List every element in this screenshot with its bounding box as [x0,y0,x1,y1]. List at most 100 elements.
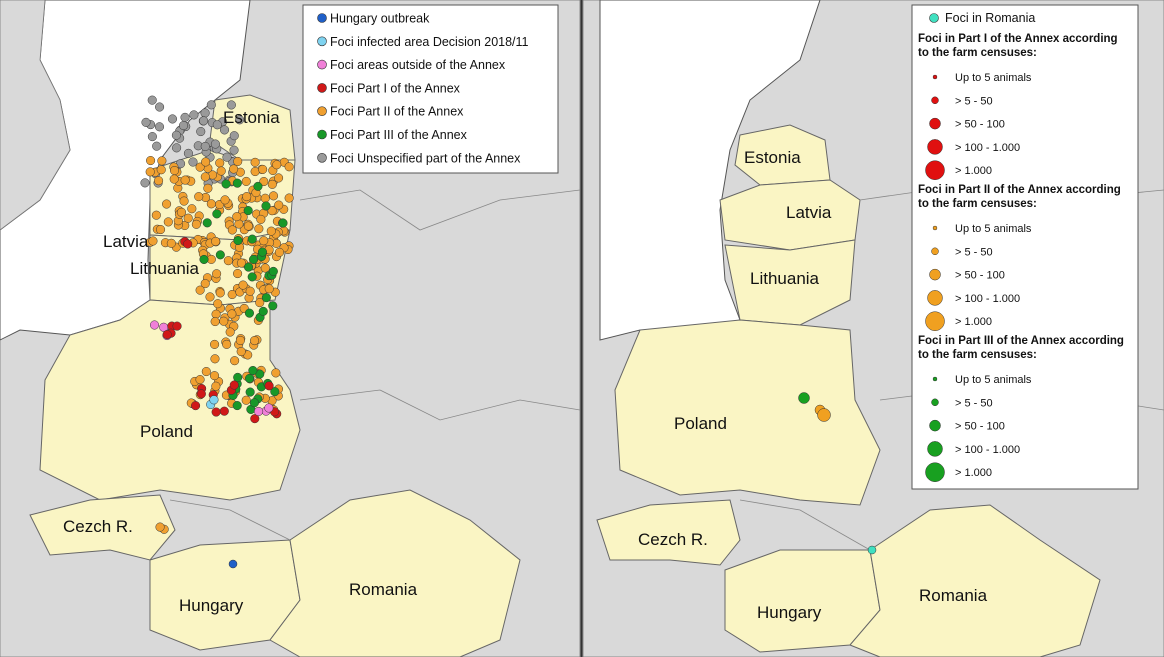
outbreak-dot [212,269,222,279]
outbreak-dot [145,167,155,177]
legend-heading-line: to the farm censuses: [918,198,1037,210]
outbreak-dot [162,330,172,340]
outbreak-dot [274,247,285,257]
outbreak-dot [226,100,236,110]
outbreak-dot [140,178,150,188]
legend-marker [932,376,938,382]
outbreak-dot [268,266,278,276]
outbreak-dot [200,108,210,118]
outbreak-dot [191,401,201,411]
legend-marker [925,311,945,331]
outbreak-dot [228,559,238,569]
legend-marker [929,268,941,281]
legend-marker [317,83,327,93]
outbreak-dot [258,306,268,316]
legend-marker [927,441,943,457]
outbreak-dot [199,254,209,265]
legend-label: > 1.000 [955,316,992,328]
outbreak-dot [235,335,245,346]
legend-marker [927,290,943,306]
outbreak-dot [254,406,264,417]
country [614,319,881,506]
outbreak-dot [199,116,209,126]
outbreak-dot [179,196,189,206]
outbreak-dot [222,152,232,162]
outbreak-dot [248,365,258,376]
outbreak-dot [257,247,268,257]
outbreak-dot [169,174,179,184]
country-label: Estonia [223,108,280,127]
outbreak-dot [162,199,172,209]
outbreak-dot [196,127,206,137]
outbreak-dot [259,177,269,187]
outbreak-dot [211,407,221,417]
outbreak-dot [212,209,222,219]
outbreak-dot [212,120,222,130]
outbreak-dot [163,217,173,227]
outbreak-dot [243,206,253,216]
outbreak-dot [241,176,251,186]
legend-heading-line: Foci in Part III of the Annex according [918,335,1124,347]
outbreak-dot [211,381,221,391]
legend-label: > 50 - 100 [955,119,1005,131]
outbreak-dot [267,179,277,189]
outbreak-dot [243,221,253,231]
legend-label: > 1.000 [955,165,992,177]
outbreak-dot [210,339,220,349]
outbreak-dot [254,224,264,234]
outbreak-dot [259,236,269,246]
outbreak-dot [284,162,294,172]
outbreak-dot [266,226,276,236]
legend-marker [929,117,941,130]
outbreak-dot [242,192,252,202]
left-map: Estonia Latvia Lithuania Poland Cezch R.… [0,0,581,657]
outbreak-dot [219,406,229,416]
outbreak-dot [264,284,274,294]
country-label: Lithuania [750,269,820,288]
country-label: Romania [349,580,418,599]
legend-marker [317,106,327,116]
outbreak-dot [272,160,282,170]
outbreak-dot [219,125,230,135]
legend-marker [317,59,327,70]
country [269,489,521,657]
outbreak-dot [233,156,243,166]
country [39,299,301,501]
legend-heading: Foci in Part III of the Annex according t… [918,335,1124,361]
sea [599,0,821,341]
legend-label: > 100 - 1.000 [955,293,1020,305]
outbreak-dot [229,131,239,141]
outbreak-dot [245,387,255,397]
outbreak-dot [232,212,242,222]
outbreak-dot [180,112,190,122]
country-label: Hungary [757,603,822,622]
outbreak-dot [261,201,271,211]
outbreak-dot [178,120,189,131]
outbreak-dot [268,191,279,201]
outbreak-dot [176,207,187,217]
outbreak-dot [189,110,199,120]
outbreak-dot [236,346,246,357]
legend-label: > 5 - 50 [955,397,993,409]
outbreak-dot [195,375,205,385]
outbreak-dot [222,339,232,349]
outbreak-dots [140,95,294,569]
legend-marker [317,153,327,163]
outbreak-dot [188,157,198,167]
country-label: Cezch R. [638,530,708,549]
outbreak-dot [232,178,242,188]
outbreak-dot [245,286,255,296]
legend-marker [929,13,939,23]
legend-label: Hungary outbreak [330,12,430,26]
outbreak-dot [258,164,268,174]
right-map: Estonia Latvia Lithuania Poland Cezch R.… [582,0,1164,657]
outbreak-dot [147,95,157,105]
outbreak-dot [249,398,259,408]
outbreak-dot [221,179,231,189]
legend-heading-line: to the farm censuses: [918,349,1037,361]
outbreak-dot [215,288,225,298]
outbreak-dot [209,371,220,381]
outbreak-dot [278,218,288,228]
outbreak-dot [211,236,221,246]
